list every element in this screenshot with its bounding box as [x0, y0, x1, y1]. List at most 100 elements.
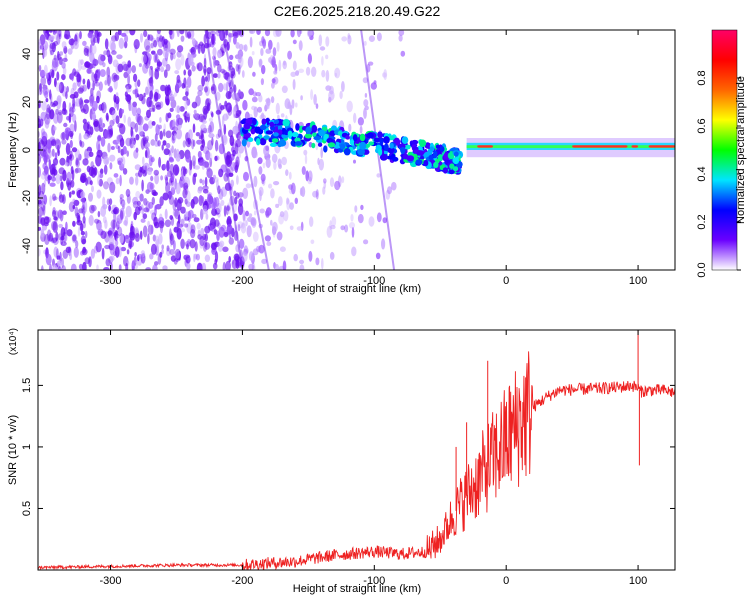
noise-mark [257, 157, 263, 165]
noise-mark [97, 175, 101, 186]
noise-mark [100, 136, 106, 147]
noise-mark [328, 90, 335, 101]
noise-mark [169, 249, 175, 256]
noise-mark [163, 128, 166, 137]
noise-mark [119, 197, 123, 205]
noise-mark [238, 238, 245, 249]
noise-mark [101, 103, 106, 110]
noise-mark [40, 172, 47, 180]
band-mark [357, 148, 365, 156]
noise-mark [82, 40, 87, 47]
noise-mark [69, 252, 73, 261]
noise-mark [242, 187, 249, 199]
noise-mark [98, 104, 103, 111]
noise-mark [235, 63, 239, 72]
noise-mark [72, 198, 76, 203]
noise-mark [63, 109, 68, 116]
noise-mark [146, 181, 154, 193]
noise-mark [275, 102, 280, 115]
noise-mark [79, 99, 84, 112]
colorbar-tick-label: 0.0 [696, 262, 708, 277]
noise-mark [168, 156, 174, 162]
noise-mark [117, 157, 124, 164]
noise-mark [43, 194, 48, 205]
noise-mark [131, 260, 136, 270]
noise-mark [153, 40, 158, 48]
x-tick-label: -100 [363, 575, 385, 587]
noise-mark [45, 253, 52, 266]
noise-mark [243, 171, 249, 182]
noise-mark [363, 40, 367, 46]
noise-mark [73, 199, 80, 206]
noise-mark [274, 263, 280, 270]
noise-mark [197, 62, 203, 72]
noise-mark [122, 145, 127, 155]
noise-mark [140, 137, 145, 150]
noise-mark [48, 106, 52, 114]
noise-mark [237, 30, 242, 36]
noise-mark [185, 112, 191, 118]
noise-mark [135, 190, 141, 199]
noise-mark [182, 188, 188, 199]
noise-mark [211, 33, 215, 45]
noise-mark [169, 48, 176, 55]
noise-mark [134, 81, 138, 88]
noise-mark [38, 153, 41, 165]
noise-mark [94, 30, 99, 38]
noise-mark [391, 181, 397, 191]
noise-mark [142, 123, 149, 132]
noise-mark [96, 90, 102, 100]
band-mark [453, 166, 459, 172]
noise-mark [44, 44, 47, 56]
noise-mark [295, 70, 300, 76]
noise-mark [156, 59, 161, 70]
noise-mark [201, 179, 205, 186]
noise-mark [39, 44, 45, 50]
noise-mark [52, 264, 58, 270]
noise-mark [117, 30, 122, 36]
noise-mark [80, 191, 86, 199]
noise-mark [47, 175, 52, 181]
noise-mark [220, 224, 227, 232]
noise-mark [138, 63, 142, 68]
noise-mark [204, 201, 208, 206]
noise-mark [276, 231, 283, 241]
noise-mark [73, 246, 79, 258]
noise-mark [214, 60, 220, 66]
noise-mark [168, 90, 173, 96]
noise-mark [106, 134, 112, 140]
tone-peak [477, 145, 493, 148]
noise-mark [383, 69, 388, 81]
noise-mark [205, 150, 211, 161]
noise-mark [120, 210, 124, 221]
band-mark [401, 136, 409, 144]
noise-mark [290, 30, 295, 38]
noise-mark [283, 60, 286, 66]
noise-mark [114, 232, 117, 240]
band-mark [273, 132, 279, 137]
y-tick-label: 0 [21, 147, 33, 153]
noise-mark [357, 117, 364, 126]
noise-mark [177, 117, 184, 126]
noise-mark [194, 241, 198, 252]
noise-mark [106, 198, 110, 206]
noise-mark [117, 226, 123, 237]
noise-mark [235, 192, 240, 199]
noise-mark [212, 47, 217, 58]
band-mark [269, 121, 275, 128]
noise-mark [104, 80, 108, 86]
noise-mark [272, 263, 277, 268]
noise-mark [133, 73, 138, 83]
noise-mark [227, 33, 234, 38]
noise-mark [51, 237, 55, 244]
noise-mark [46, 141, 52, 150]
band-mark [383, 143, 389, 152]
noise-mark [305, 66, 311, 76]
noise-mark [96, 95, 100, 104]
noise-mark [288, 171, 292, 180]
noise-mark [75, 212, 81, 219]
noise-mark [258, 58, 263, 67]
noise-mark [223, 231, 229, 238]
noise-mark [341, 36, 348, 42]
noise-mark [210, 242, 217, 250]
